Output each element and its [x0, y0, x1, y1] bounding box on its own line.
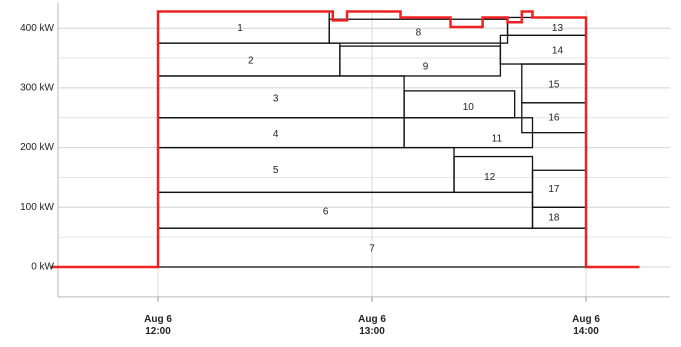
- block-label-10: 10: [463, 102, 475, 113]
- axes: [57, 2, 670, 298]
- y-tick-label: 200 kW: [20, 142, 54, 153]
- x-tick-label-date: Aug 6: [358, 314, 386, 325]
- y-tick-label: 0 kW: [31, 262, 54, 273]
- block-label-14: 14: [552, 46, 564, 57]
- load-block-3: [157, 75, 405, 119]
- x-tick-label: Aug 6 13:00: [358, 314, 386, 337]
- block-label-11: 11: [492, 133, 503, 144]
- x-tick-label-time: 14:00: [573, 326, 599, 337]
- block-label-4: 4: [273, 129, 279, 140]
- block-label-18: 18: [548, 213, 560, 224]
- block-label-1: 1: [237, 23, 243, 34]
- load-block-11: [403, 117, 534, 149]
- block-label-9: 9: [423, 62, 429, 73]
- gridlines: [58, 10, 670, 297]
- load-block-6: [157, 191, 534, 229]
- block-label-7: 7: [369, 244, 375, 255]
- load-block-9: [339, 45, 502, 77]
- block-label-13: 13: [552, 23, 564, 34]
- x-tick-label-time: 13:00: [359, 326, 385, 337]
- y-tick-label: 400 kW: [20, 23, 54, 34]
- block-label-12: 12: [484, 172, 496, 183]
- x-tick-label: Aug 6 12:00: [144, 314, 172, 337]
- load-block-14: [499, 34, 587, 65]
- block-label-5: 5: [273, 165, 279, 176]
- load-block-1: [157, 10, 330, 44]
- load-block-13: [506, 16, 587, 37]
- load-block-5: [157, 146, 455, 194]
- block-label-6: 6: [323, 207, 329, 218]
- block-label-2: 2: [248, 56, 254, 67]
- load-block-10: [403, 90, 516, 119]
- block-label-16: 16: [548, 112, 560, 123]
- total-load-line: [51, 10, 640, 269]
- x-tick-label: Aug 6 14:00: [572, 314, 600, 337]
- block-label-8: 8: [416, 28, 422, 39]
- total-load-series: [51, 10, 640, 269]
- x-tick-label-date: Aug 6: [144, 314, 172, 325]
- y-tick-label: 100 kW: [20, 202, 54, 213]
- block-label-3: 3: [273, 93, 279, 104]
- x-tick-label-date: Aug 6: [572, 314, 600, 325]
- y-tick-label: 300 kW: [20, 83, 54, 94]
- block-label-15: 15: [548, 80, 560, 91]
- block-label-17: 17: [548, 184, 560, 195]
- load-block-4: [157, 117, 405, 149]
- y-axis-ticks: 0 kW 100 kW 200 kW 300 kW 400 kW: [20, 23, 54, 273]
- x-tick-label-time: 12:00: [145, 326, 171, 337]
